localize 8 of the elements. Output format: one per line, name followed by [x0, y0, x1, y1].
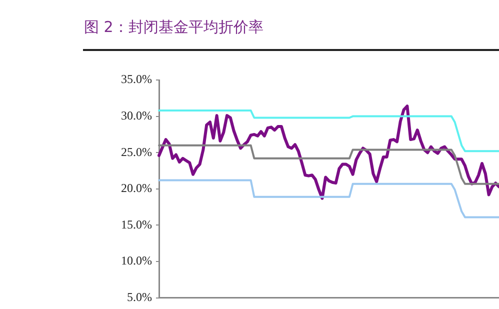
chart-title: 图 2：封闭基金平均折价率	[84, 18, 264, 37]
y-tick-label: 25.0%	[121, 144, 152, 159]
y-tick-label: 5.0%	[127, 290, 152, 304]
y-tick-label: 30.0%	[121, 108, 152, 122]
y-tick-label: 15.0%	[121, 217, 152, 232]
y-tick-label: 20.0%	[121, 181, 152, 196]
y-tick-label: 35.0%	[121, 72, 152, 86]
y-tick-label: 10.0%	[121, 254, 152, 268]
